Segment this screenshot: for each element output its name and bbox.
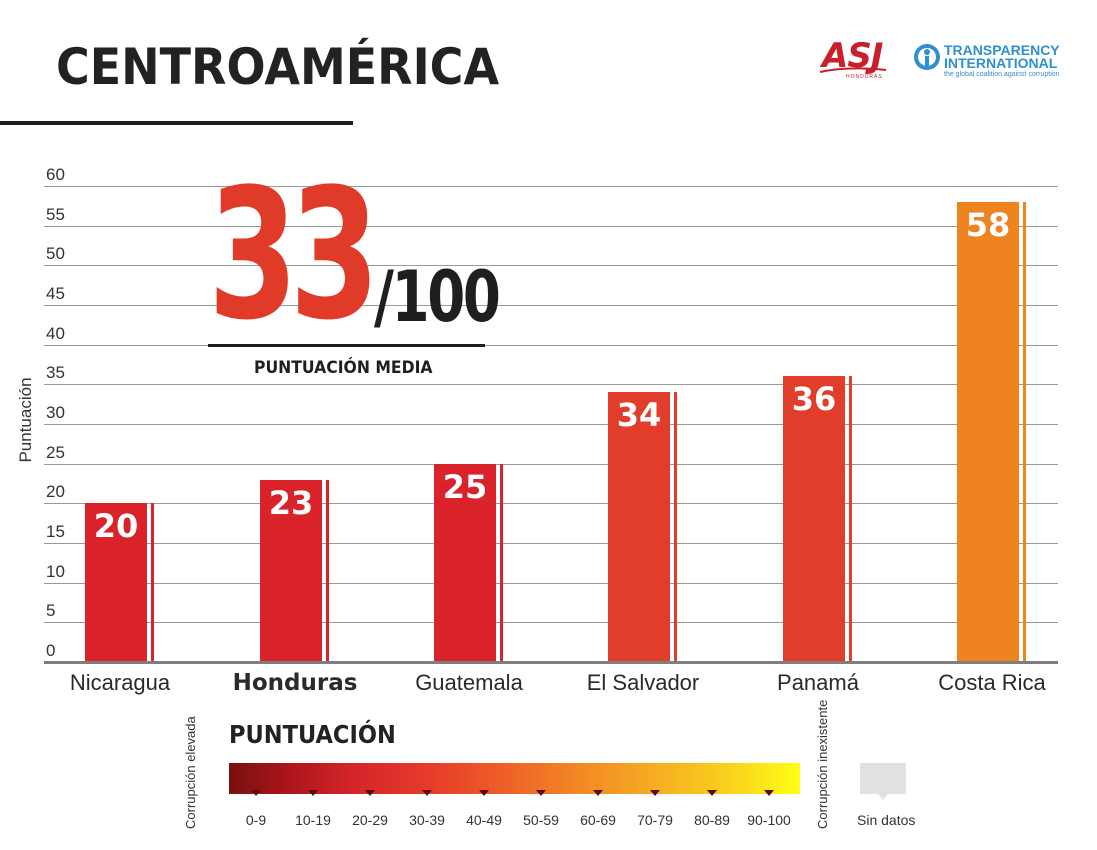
bar-edge — [500, 464, 503, 662]
bar — [957, 202, 1019, 662]
globe-person-icon — [914, 44, 940, 70]
page-title: CENTROAMÉRICA — [56, 38, 500, 96]
legend-range-label: 0-9 — [245, 812, 267, 828]
gridline — [44, 464, 1058, 465]
bar-value-label: 20 — [93, 507, 139, 545]
x-category-label: El Salvador — [586, 670, 700, 695]
legend-tick — [650, 790, 660, 796]
average-score-denominator: /100 — [374, 256, 501, 338]
legend-range-label: 70-79 — [637, 812, 673, 828]
bar-value-label: 23 — [268, 484, 314, 522]
bar-value-label: 58 — [965, 206, 1011, 244]
gridline — [44, 345, 1058, 346]
bar-value-label: 36 — [791, 380, 837, 418]
x-category-label: Nicaragua — [69, 670, 171, 695]
y-axis-title: Puntuación — [16, 377, 35, 463]
legend-range-label: 30-39 — [409, 812, 445, 828]
gridline — [44, 186, 1058, 187]
no-data-marker — [878, 794, 888, 800]
asj-logo: ASJ HONDURAS — [818, 36, 896, 84]
y-tick-label: 40 — [46, 324, 65, 343]
gridline — [44, 226, 1058, 227]
legend-tick — [707, 790, 717, 796]
average-score-value: 33 — [208, 151, 380, 360]
gridline — [44, 424, 1058, 425]
ti-logo-line1: TRANSPARENCY — [944, 42, 1060, 58]
y-tick-label: 15 — [46, 522, 65, 541]
bar-edge — [849, 376, 852, 662]
bar-value-label: 34 — [616, 396, 662, 434]
bar — [260, 480, 322, 662]
y-tick-label: 10 — [46, 562, 65, 581]
y-tick-label: 0 — [46, 641, 56, 660]
title-underline — [0, 121, 353, 125]
gridline — [44, 384, 1058, 385]
bar-edge — [1023, 202, 1026, 662]
legend-right-label: Corrupción inexistente — [815, 699, 830, 829]
legend-tick — [422, 790, 432, 796]
average-score-label: PUNTUACIÓN MEDIA — [254, 358, 433, 378]
transparency-international-logo: TRANSPARENCY INTERNATIONAL the global co… — [912, 42, 1072, 82]
gridline — [44, 305, 1058, 306]
gridline — [44, 265, 1058, 266]
legend-range-label: 80-89 — [694, 812, 730, 828]
y-tick-label: 55 — [46, 205, 65, 224]
legend-title: PUNTUACIÓN — [229, 720, 396, 749]
bar — [85, 503, 147, 662]
legend-range-label: 90-100 — [747, 812, 791, 828]
bar-edge — [151, 503, 154, 662]
legend-color-scale — [229, 763, 800, 794]
bar-value-label: 25 — [442, 468, 488, 506]
ti-logo-tagline: the global coalition against corruption — [944, 71, 1060, 78]
y-tick-label: 60 — [46, 165, 65, 184]
gridline — [44, 583, 1058, 584]
x-axis-baseline — [44, 661, 1058, 664]
legend-tick — [251, 790, 261, 796]
x-category-label: Costa Rica — [938, 670, 1046, 695]
legend-range-label: 40-49 — [466, 812, 502, 828]
x-category-label: Honduras — [232, 670, 358, 696]
gridline — [44, 503, 1058, 504]
gridline — [44, 622, 1058, 623]
bar — [608, 392, 670, 662]
bar — [434, 464, 496, 662]
x-category-label: Guatemala — [415, 670, 523, 695]
legend-tick — [764, 790, 774, 796]
legend-tick — [308, 790, 318, 796]
bar-edge — [674, 392, 677, 662]
legend-range-label: 20-29 — [352, 812, 388, 828]
x-category-label: Panamá — [777, 670, 859, 695]
asj-logo-subtitle: HONDURAS — [846, 74, 883, 80]
y-tick-label: 25 — [46, 443, 65, 462]
legend-range-label: 50-59 — [523, 812, 559, 828]
y-tick-label: 45 — [46, 284, 65, 303]
average-score-divider — [208, 344, 485, 347]
y-tick-label: 5 — [46, 601, 56, 620]
legend-tick — [365, 790, 375, 796]
ti-logo-line2: INTERNATIONAL — [944, 55, 1058, 71]
legend-range-label: 60-69 — [580, 812, 616, 828]
bar — [783, 376, 845, 662]
asj-swoosh-icon — [819, 67, 887, 73]
legend-range-label: 10-19 — [295, 812, 331, 828]
no-data-swatch — [860, 763, 906, 794]
legend-tick — [536, 790, 546, 796]
y-tick-label: 35 — [46, 363, 65, 382]
legend-tick — [479, 790, 489, 796]
legend-tick — [593, 790, 603, 796]
y-tick-label: 30 — [46, 403, 65, 422]
legend-left-label: Corrupción elevada — [183, 716, 198, 829]
bar-edge — [326, 480, 329, 662]
no-data-label: Sin datos — [857, 812, 916, 828]
y-tick-label: 50 — [46, 244, 65, 263]
gridline — [44, 543, 1058, 544]
y-tick-label: 20 — [46, 482, 65, 501]
